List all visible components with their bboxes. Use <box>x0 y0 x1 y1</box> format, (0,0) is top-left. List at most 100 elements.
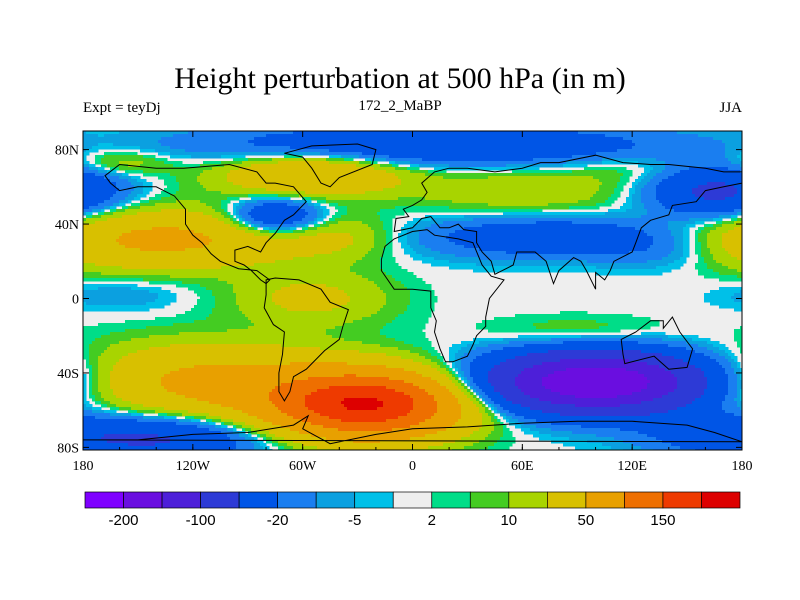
field-cell <box>374 137 378 141</box>
field-cell <box>416 164 420 168</box>
field-cell <box>380 182 384 186</box>
field-cell <box>548 134 552 138</box>
field-cell <box>596 170 600 174</box>
field-cell <box>428 200 432 204</box>
field-cell <box>344 197 348 201</box>
field-cell <box>542 170 546 174</box>
field-cell <box>359 140 363 144</box>
field-cell <box>683 140 687 144</box>
field-cell <box>566 191 570 195</box>
field-cell <box>83 146 87 150</box>
field-cell <box>350 140 354 144</box>
field-cell <box>566 200 570 204</box>
field-cell <box>584 131 588 135</box>
field-cell <box>167 161 171 165</box>
field-cell <box>611 176 615 180</box>
field-cell <box>683 155 687 159</box>
field-cell <box>347 182 351 186</box>
field-cell <box>533 191 537 195</box>
field-cell <box>230 143 234 147</box>
field-cell <box>392 149 396 153</box>
field-cell <box>233 197 237 201</box>
field-cell <box>209 167 213 171</box>
field-cell <box>347 146 351 150</box>
field-cell <box>137 188 141 192</box>
field-cell <box>389 149 393 153</box>
field-cell <box>719 197 723 201</box>
field-cell <box>413 182 417 186</box>
field-cell <box>320 137 324 141</box>
field-cell <box>437 164 441 168</box>
field-cell <box>680 197 684 201</box>
field-cell <box>629 137 633 141</box>
field-cell <box>611 134 615 138</box>
field-cell <box>284 155 288 159</box>
field-cell <box>452 176 456 180</box>
field-cell <box>395 179 399 183</box>
field-cell <box>131 179 135 183</box>
field-cell <box>677 179 681 183</box>
field-cell <box>326 179 330 183</box>
field-cell <box>239 137 243 141</box>
field-cell <box>335 155 339 159</box>
field-cell <box>323 137 327 141</box>
field-cell <box>95 200 99 204</box>
field-cell <box>302 152 306 156</box>
field-cell <box>131 191 135 195</box>
field-cell <box>737 185 741 189</box>
field-cell <box>401 131 405 135</box>
field-cell <box>710 146 714 150</box>
field-cell <box>392 185 396 189</box>
field-cell <box>272 200 276 204</box>
field-cell <box>305 164 309 168</box>
field-cell <box>509 143 513 147</box>
field-cell <box>626 143 630 147</box>
field-cell <box>536 137 540 141</box>
field-cell <box>455 152 459 156</box>
field-cell <box>428 137 432 141</box>
field-cell <box>593 137 597 141</box>
field-cell <box>665 149 669 153</box>
field-cell <box>530 161 534 165</box>
field-cell <box>707 191 711 195</box>
field-cell <box>671 176 675 180</box>
field-cell <box>107 137 111 141</box>
field-cell <box>356 140 360 144</box>
field-cell <box>260 164 264 168</box>
field-cell <box>347 158 351 162</box>
field-cell <box>449 155 453 159</box>
field-cell <box>503 200 507 204</box>
field-cell <box>410 191 414 195</box>
field-cell <box>371 134 375 138</box>
field-cell <box>587 167 591 171</box>
field-cell <box>659 173 663 177</box>
field-cell <box>734 143 738 147</box>
field-cell <box>278 167 282 171</box>
field-cell <box>365 185 369 189</box>
field-cell <box>284 161 288 165</box>
field-cell <box>410 164 414 168</box>
field-cell <box>464 161 468 165</box>
field-cell <box>506 185 510 189</box>
field-cell <box>338 191 342 195</box>
field-cell <box>401 137 405 141</box>
field-cell <box>260 152 264 156</box>
field-cell <box>575 170 579 174</box>
field-cell <box>485 143 489 147</box>
field-cell <box>368 176 372 180</box>
field-cell <box>320 164 324 168</box>
field-cell <box>212 173 216 177</box>
field-cell <box>455 140 459 144</box>
field-cell <box>194 131 198 135</box>
field-cell <box>197 134 201 138</box>
field-cell <box>629 200 633 204</box>
field-cell <box>611 152 615 156</box>
field-cell <box>620 173 624 177</box>
field-cell <box>401 188 405 192</box>
field-cell <box>98 131 102 135</box>
field-cell <box>188 170 192 174</box>
field-cell <box>425 182 429 186</box>
field-cell <box>116 176 120 180</box>
field-cell <box>341 197 345 201</box>
field-cell <box>155 131 159 135</box>
